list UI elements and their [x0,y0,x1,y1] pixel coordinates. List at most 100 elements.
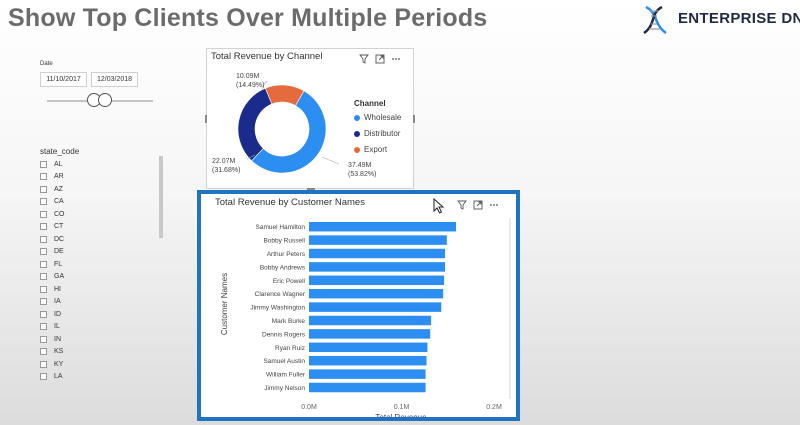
state-item-ia[interactable]: IA [40,296,65,309]
checkbox[interactable] [40,373,47,381]
bar[interactable] [309,369,426,379]
date-end-input[interactable]: 12/03/2018 [91,72,138,87]
state-item-label: ID [54,310,61,318]
bar[interactable] [309,235,447,245]
checkbox[interactable] [40,260,47,268]
state-item-ks[interactable]: KS [40,346,65,359]
date-slicer-label: Date [40,61,53,67]
slice-label-distributor: 22.07M (31.68%) [212,158,241,174]
checkbox[interactable] [40,160,47,168]
bar[interactable] [309,262,445,272]
checkbox[interactable] [40,235,47,243]
bar[interactable] [309,355,427,366]
state-item-il[interactable]: IL [40,321,65,334]
bar[interactable] [309,329,431,339]
state-item-label: HI [54,285,61,293]
legend-item-export[interactable]: Export [354,145,387,154]
state-item-label: IL [54,323,60,331]
bar-category-label: Bobby Andrews [260,264,306,271]
bar[interactable] [309,302,442,312]
donut-slice-distributor[interactable] [237,87,273,162]
page-title: Show Top Clients Over Multiple Periods [8,4,488,32]
bar[interactable] [309,248,445,259]
bar-visual[interactable]: Total Revenue by Customer Names Samuel H… [197,190,520,421]
state-item-de[interactable]: DE [40,246,65,259]
checkbox[interactable] [40,360,47,368]
donut-slice-wholesale[interactable] [251,90,327,174]
donut-slice-export[interactable] [265,84,305,107]
checkbox[interactable] [40,310,47,318]
state-item-label: IN [54,335,61,343]
more-options-icon[interactable] [489,200,499,210]
date-start-input[interactable]: 11/10/2017 [40,72,87,87]
state-item-hi[interactable]: HI [40,283,65,296]
legend-item-distributor[interactable]: Distributor [354,129,400,138]
focus-mode-icon[interactable] [473,200,483,210]
bar[interactable] [309,382,426,393]
state-item-label: AL [54,160,63,168]
donut-visual[interactable]: Total Revenue by Channel 10.09M (14.49%) … [205,48,415,190]
legend-dot-distributor [354,130,360,137]
bar-category-label: Samuel Hamilton [256,224,306,231]
checkbox[interactable] [40,335,47,343]
state-item-ct[interactable]: CT [40,221,65,234]
state-item-ga[interactable]: GA [40,271,65,284]
state-item-al[interactable]: AL [40,158,65,171]
checkbox[interactable] [40,285,47,293]
leader-line [321,156,340,165]
dna-icon [643,5,667,35]
legend-item-wholesale[interactable]: Wholesale [354,113,401,122]
more-options-icon[interactable] [391,54,401,64]
checkbox[interactable] [40,273,47,281]
focus-mode-icon[interactable] [375,54,385,64]
state-item-ar[interactable]: AR [40,171,65,184]
checkbox[interactable] [40,223,47,231]
checkbox[interactable] [40,298,47,306]
resize-handle-left[interactable] [205,115,207,123]
slice-label-wholesale: 37.49M (53.82%) [348,162,377,178]
bar[interactable] [309,315,432,326]
state-item-in[interactable]: IN [40,333,65,346]
checkbox[interactable] [40,210,47,218]
checkbox[interactable] [40,348,47,356]
state-item-id[interactable]: ID [40,308,65,321]
leader-line [261,80,268,88]
bar-chart[interactable]: Samuel Hamilton Bobby Russell Arthur Peter… [201,194,516,417]
bar-category-label: Arthur Peters [267,251,306,258]
state-item-co[interactable]: CO [40,208,65,221]
state-item-az[interactable]: AZ [40,183,65,196]
bar-category-label: Dennis Rogers [262,331,306,338]
state-slicer-scrollbar[interactable] [159,156,163,238]
bar-category-label: Eric Powell [273,278,306,285]
bar[interactable] [309,342,428,353]
state-item-label: CT [54,223,64,231]
checkbox[interactable] [40,185,47,193]
bar-category-label: William Fuller [266,372,306,379]
bar[interactable] [309,221,457,232]
filter-icon[interactable] [457,200,467,210]
state-item-fl[interactable]: FL [40,258,65,271]
resize-handle-right[interactable] [413,115,415,123]
bar[interactable] [309,275,445,286]
bar-category-label: Jimmy Washington [250,305,305,312]
checkbox[interactable] [40,173,47,181]
resize-handle-bottom[interactable] [307,188,315,190]
date-slider-end-handle[interactable] [98,93,112,107]
slice-label-export: 10.09M (14.49%) [236,73,265,89]
checkbox[interactable] [40,248,47,256]
state-item-dc[interactable]: DC [40,233,65,246]
x-tick-label: 0.1M [394,404,410,411]
state-item-label: KY [54,360,64,368]
state-item-ky[interactable]: KY [40,358,65,371]
bar[interactable] [309,288,444,299]
bar-visual-title: Total Revenue by Customer Names [215,197,365,208]
state-item-la[interactable]: LA [40,371,65,384]
state-item-ca[interactable]: CA [40,196,65,209]
donut-chart[interactable] [207,49,415,190]
logo-text: ENTERPRISE DNA [678,10,800,27]
checkbox[interactable] [40,323,47,331]
state-item-label: IA [54,298,61,306]
bar-category-label: Bobby Russell [263,238,305,245]
checkbox[interactable] [40,198,47,206]
filter-icon[interactable] [359,54,369,64]
